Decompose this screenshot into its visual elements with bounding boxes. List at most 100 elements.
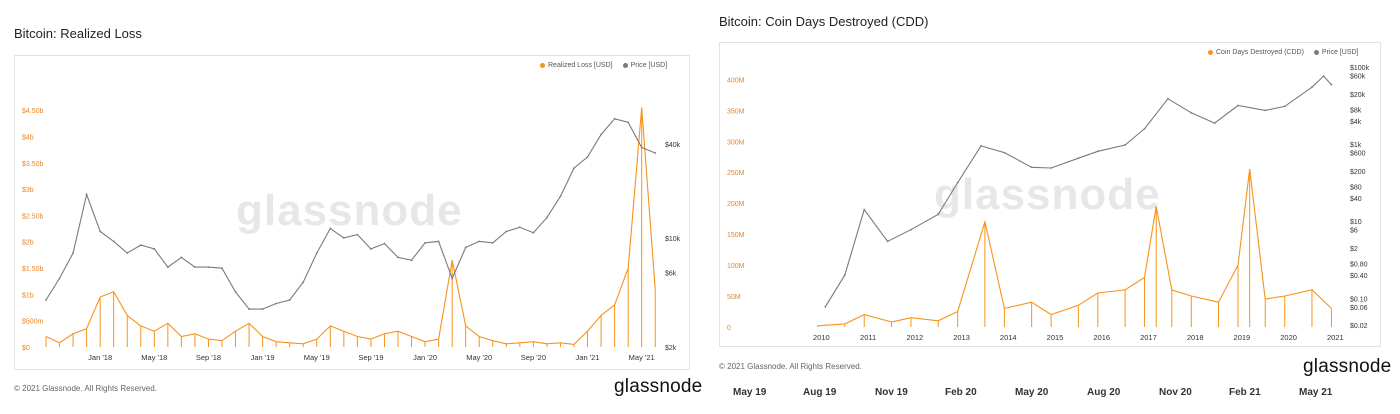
data-point bbox=[478, 240, 481, 243]
data-point bbox=[1077, 157, 1080, 160]
data-point bbox=[843, 274, 846, 276]
data-point bbox=[1096, 150, 1099, 153]
series-line-price bbox=[45, 118, 656, 310]
data-point bbox=[910, 228, 912, 231]
data-point bbox=[532, 231, 535, 234]
data-point bbox=[600, 133, 602, 136]
x-tick-label: 2010 bbox=[813, 333, 830, 342]
y-right-tick-label: $10k bbox=[665, 236, 681, 243]
y-right-tick-label: $0.02 bbox=[1350, 323, 1368, 330]
y-right-tick-label: $0.80 bbox=[1350, 261, 1368, 268]
strip-date-label: Aug 20 bbox=[1087, 387, 1121, 398]
data-point bbox=[505, 230, 508, 233]
right-legend-item-cdd[interactable]: Coin Days Destroyed (CDD) bbox=[1208, 49, 1304, 56]
right-chart-frame bbox=[719, 42, 1381, 347]
data-point bbox=[99, 230, 102, 233]
data-point bbox=[586, 156, 589, 158]
y-right-tick-label: $200 bbox=[1350, 169, 1366, 176]
grey-dot-icon bbox=[1313, 49, 1319, 55]
x-tick-label: 2020 bbox=[1280, 333, 1297, 342]
data-point bbox=[207, 266, 210, 269]
data-point bbox=[1311, 86, 1313, 89]
data-point bbox=[1213, 122, 1216, 125]
y-left-tick-label: $3.50b bbox=[22, 161, 44, 168]
data-point bbox=[1167, 97, 1169, 100]
data-point bbox=[234, 291, 237, 293]
data-point bbox=[1283, 105, 1286, 108]
strip-date-label: May 20 bbox=[1015, 387, 1049, 398]
y-left-tick-label: $3b bbox=[22, 187, 34, 194]
data-point bbox=[139, 244, 142, 246]
x-tick-label: 2018 bbox=[1187, 333, 1204, 342]
orange-dot-icon bbox=[540, 62, 545, 68]
y-left-tick-label: 100M bbox=[727, 263, 745, 270]
y-left-tick-label: 350M bbox=[727, 108, 745, 115]
left-chart-title: Bitcoin: Realized Loss bbox=[14, 26, 142, 41]
data-point bbox=[437, 240, 440, 243]
y-right-tick-label: $0.10 bbox=[1350, 296, 1368, 303]
y-right-tick-label: $0.40 bbox=[1350, 273, 1368, 280]
data-point bbox=[370, 248, 372, 250]
data-point bbox=[559, 195, 562, 198]
grey-dot-icon bbox=[622, 62, 628, 68]
data-point bbox=[288, 299, 291, 301]
y-right-tick-label: $6 bbox=[1350, 228, 1358, 235]
data-point bbox=[342, 237, 345, 239]
data-point bbox=[221, 267, 223, 270]
y-right-tick-label: $1k bbox=[1350, 142, 1362, 149]
data-point bbox=[1030, 166, 1033, 169]
right-legend-item-price[interactable]: Price [USD] bbox=[1313, 49, 1358, 56]
y-left-tick-label: 200M bbox=[727, 201, 745, 208]
data-point bbox=[329, 227, 332, 230]
data-point bbox=[58, 277, 61, 280]
right-copyright: © 2021 Glassnode. All Rights Reserved. bbox=[719, 362, 862, 371]
y-left-tick-label: $500m bbox=[22, 319, 44, 326]
data-point bbox=[464, 246, 467, 249]
data-point bbox=[1264, 109, 1267, 112]
data-point bbox=[937, 213, 940, 216]
x-tick-label: May '19 bbox=[304, 353, 330, 362]
x-tick-label: 2021 bbox=[1327, 333, 1344, 342]
y-left-tick-label: $1.50b bbox=[22, 266, 44, 273]
left-chart-plot: $0 $500m $1b $1.50b $2b $2.50b $3b $3.50b $4b $4.… bbox=[22, 107, 681, 362]
y-left-tick-label: 150M bbox=[727, 232, 745, 239]
x-tick-label: May '18 bbox=[141, 353, 167, 362]
data-point bbox=[573, 167, 575, 170]
left-legend-item-price[interactable]: Price [USD] bbox=[622, 62, 667, 69]
y-left-tick-label: $2.50b bbox=[22, 213, 44, 220]
data-point bbox=[627, 121, 630, 124]
y-right-tick-label: $2k bbox=[665, 345, 677, 352]
x-tick-label: Jan '20 bbox=[413, 353, 437, 362]
y-right-tick-label: $8k bbox=[1350, 107, 1362, 114]
y-left-tick-label: 400M bbox=[727, 77, 745, 84]
x-tick-label: Sep '19 bbox=[358, 353, 383, 362]
right-brand-logo: glassnode bbox=[1303, 356, 1392, 377]
data-point bbox=[863, 208, 866, 211]
data-point bbox=[1050, 167, 1053, 169]
data-point bbox=[824, 305, 827, 308]
data-point bbox=[491, 241, 494, 244]
x-tick-label: 2016 bbox=[1093, 333, 1110, 342]
x-tick-label: 2013 bbox=[953, 333, 970, 342]
data-point bbox=[248, 308, 250, 310]
x-tick-label: 2012 bbox=[906, 333, 923, 342]
x-tick-label: 2019 bbox=[1234, 333, 1251, 342]
x-tick-label: 2014 bbox=[1000, 333, 1017, 342]
data-point bbox=[112, 240, 115, 243]
x-tick-label: Jan '21 bbox=[576, 353, 600, 362]
left-brand-logo: glassnode bbox=[614, 376, 703, 397]
y-left-tick-label: 250M bbox=[727, 170, 745, 177]
left-legend-item-realized-loss[interactable]: Realized Loss [USD] bbox=[540, 62, 613, 69]
y-right-tick-label: $40 bbox=[1350, 196, 1362, 203]
y-left-tick-label: 300M bbox=[727, 139, 745, 146]
y-left-tick-label: $4b bbox=[22, 134, 34, 141]
strip-date-label: Nov 19 bbox=[875, 387, 908, 398]
data-point bbox=[72, 252, 74, 254]
data-point bbox=[640, 146, 643, 149]
strip-date-label: May 19 bbox=[733, 387, 767, 398]
data-point bbox=[166, 266, 169, 269]
data-point bbox=[261, 308, 264, 310]
y-right-tick-label: $10 bbox=[1350, 219, 1362, 226]
left-chart-frame bbox=[14, 55, 690, 370]
y-left-tick-label: $0 bbox=[22, 345, 30, 352]
